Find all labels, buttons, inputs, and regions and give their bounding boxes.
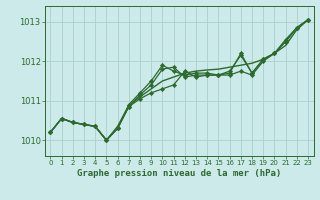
X-axis label: Graphe pression niveau de la mer (hPa): Graphe pression niveau de la mer (hPa) xyxy=(77,169,281,178)
